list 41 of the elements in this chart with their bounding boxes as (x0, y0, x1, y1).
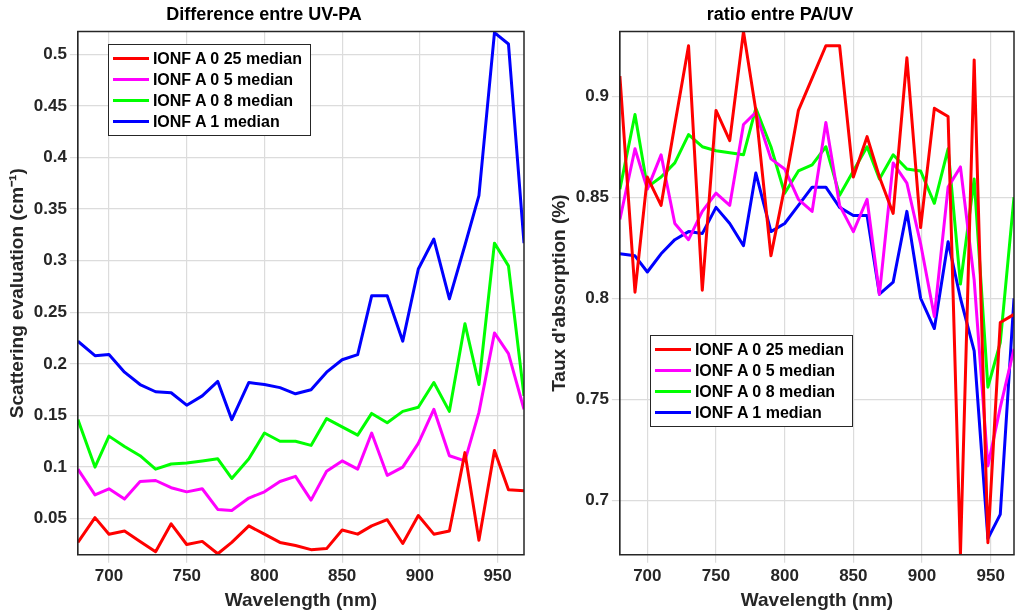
y-tick-label: 0.4 (43, 147, 68, 167)
y-axis-title: Taux d'absorption (%) (547, 194, 569, 392)
x-tick-label: 800 (770, 565, 799, 585)
y-tick-label: 0.5 (43, 43, 67, 63)
x-tick-label: 750 (701, 565, 731, 585)
y-tick-label: 0.9 (585, 85, 609, 105)
legend-label: IONF A 1 median (694, 403, 822, 424)
x-axis-title: Wavelength (nm) (740, 588, 894, 610)
x-tick-label: 800 (250, 565, 279, 585)
x-tick-label: 850 (327, 565, 357, 585)
legend-label: IONF A 0 5 median (694, 361, 836, 382)
y-tick-label: 0.25 (33, 301, 67, 321)
y-tick-label: 0.35 (33, 198, 67, 218)
legend-label: IONF A 0 8 median (694, 382, 836, 403)
x-tick-label: 700 (94, 565, 124, 585)
legend-label: IONF A 0 25 median (694, 340, 844, 361)
x-tick-label: 950 (483, 565, 512, 585)
y-tick-label: 0.8 (585, 287, 609, 307)
y-tick-label: 0.75 (575, 388, 609, 408)
y-tick-label: 0.1 (43, 456, 67, 476)
chart-title: Difference entre UV-PA (166, 3, 362, 24)
y-tick-label: 0.15 (33, 405, 67, 425)
x-axis-title: Wavelength (nm) (224, 588, 378, 610)
x-tick-label: 700 (633, 565, 662, 585)
y-tick-label: 0.3 (43, 250, 67, 270)
x-tick-label: 900 (907, 565, 937, 585)
y-tick-label: 0.85 (575, 186, 609, 206)
y-tick-label: 0.45 (33, 95, 67, 115)
y-tick-label: 0.2 (43, 353, 67, 373)
x-tick-label: 750 (172, 565, 201, 585)
x-tick-label: 900 (405, 565, 435, 585)
y-tick-label: 0.7 (585, 489, 609, 509)
y-axis-title: Scattering evaluation (cm⁻¹) (5, 168, 27, 419)
legend-label: IONF A 0 25 median (152, 48, 302, 69)
legend-label: IONF A 0 8 median (152, 90, 294, 111)
y-tick-label: 0.05 (33, 508, 67, 528)
x-tick-label: 850 (839, 565, 868, 585)
chart-title: ratio entre PA/UV (706, 3, 854, 24)
legend-label: IONF A 0 5 median (152, 69, 294, 90)
legend-label: IONF A 1 median (152, 111, 280, 132)
x-tick-label: 950 (976, 565, 1005, 585)
